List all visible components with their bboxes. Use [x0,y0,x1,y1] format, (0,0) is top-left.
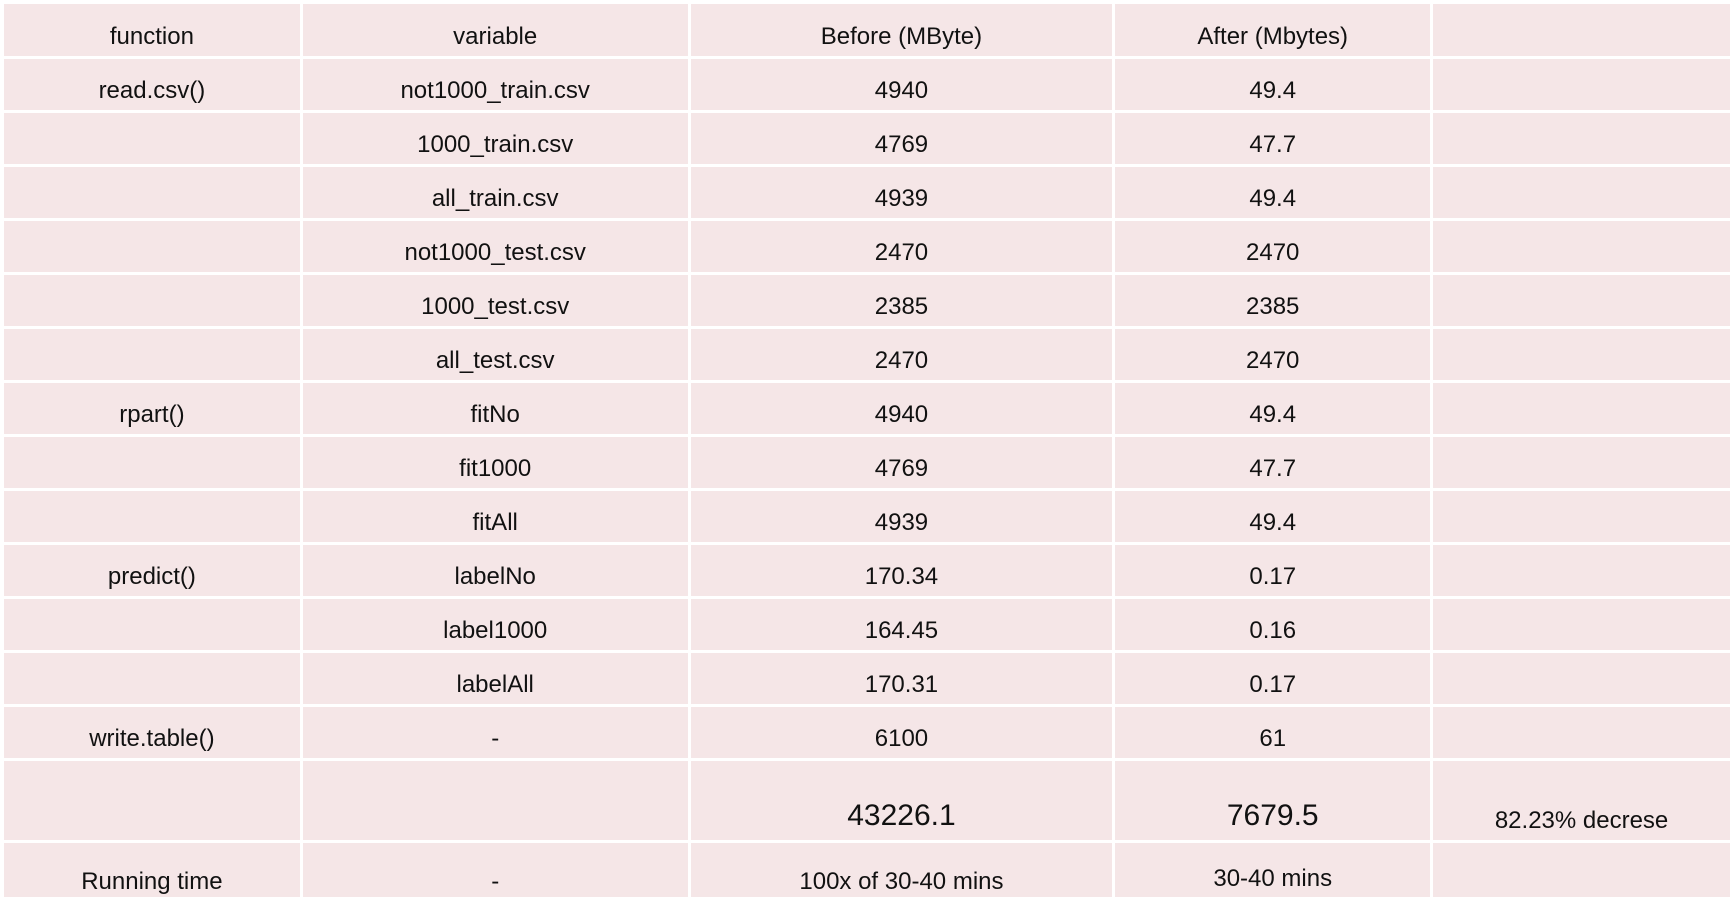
after-cell: 47.7 [1115,113,1431,164]
table-row: 1000_train.csv 4769 47.7 [4,113,1730,164]
before-cell: 170.31 [690,653,1113,704]
after-cell: 49.4 [1115,491,1431,542]
variable-cell: 1000_train.csv [302,113,688,164]
note-cell [1433,383,1730,434]
running-time-variable: - [302,843,688,897]
note-cell [1433,653,1730,704]
running-time-note [1433,843,1730,897]
variable-cell: - [302,707,688,758]
total-before-cell: 43226.1 [690,761,1113,840]
total-after-cell: 7679.5 [1115,761,1431,840]
function-cell [4,599,300,650]
function-cell [4,221,300,272]
variable-cell: fitAll [302,491,688,542]
after-cell: 2470 [1115,329,1431,380]
variable-cell: all_test.csv [302,329,688,380]
after-cell: 61 [1115,707,1431,758]
variable-cell: labelNo [302,545,688,596]
function-cell: rpart() [4,383,300,434]
variable-cell: 1000_test.csv [302,275,688,326]
function-cell [4,329,300,380]
table-row: 1000_test.csv 2385 2385 [4,275,1730,326]
function-cell [4,275,300,326]
function-cell: read.csv() [4,59,300,110]
note-cell [1433,491,1730,542]
table-row: rpart() fitNo 4940 49.4 [4,383,1730,434]
function-cell [4,167,300,218]
variable-cell: fit1000 [302,437,688,488]
table-row: predict() labelNo 170.34 0.17 [4,545,1730,596]
table-row: fit1000 4769 47.7 [4,437,1730,488]
variable-cell: fitNo [302,383,688,434]
function-cell [4,437,300,488]
table-row: fitAll 4939 49.4 [4,491,1730,542]
note-cell [1433,599,1730,650]
before-cell: 2470 [690,329,1113,380]
after-cell: 49.4 [1115,383,1431,434]
function-cell [4,653,300,704]
after-cell: 2470 [1115,221,1431,272]
before-cell: 2470 [690,221,1113,272]
before-cell: 164.45 [690,599,1113,650]
after-cell: 2385 [1115,275,1431,326]
table-row: all_train.csv 4939 49.4 [4,167,1730,218]
table-row: labelAll 170.31 0.17 [4,653,1730,704]
before-cell: 2385 [690,275,1113,326]
variable-cell: not1000_train.csv [302,59,688,110]
header-row: function variable Before (MByte) After (… [4,4,1730,56]
note-cell [1433,221,1730,272]
table-row: read.csv() not1000_train.csv 4940 49.4 [4,59,1730,110]
total-row: 43226.1 7679.5 82.23% decrese [4,761,1730,840]
table-row: not1000_test.csv 2470 2470 [4,221,1730,272]
after-cell: 47.7 [1115,437,1431,488]
header-after: After (Mbytes) [1115,4,1431,56]
decrease-percentage-cell: 82.23% decrese [1433,761,1730,840]
function-cell: predict() [4,545,300,596]
after-cell: 0.16 [1115,599,1431,650]
table-row: all_test.csv 2470 2470 [4,329,1730,380]
before-cell: 4940 [690,59,1113,110]
note-cell [1433,329,1730,380]
header-empty [1433,4,1730,56]
note-cell [1433,113,1730,164]
after-cell: 0.17 [1115,545,1431,596]
running-time-row: Running time - 100x of 30-40 mins 30-40 … [4,843,1730,897]
running-time-label: Running time [4,843,300,897]
variable-cell: all_train.csv [302,167,688,218]
before-cell: 4769 [690,113,1113,164]
note-cell [1433,275,1730,326]
running-time-before: 100x of 30-40 mins [690,843,1113,897]
after-cell: 49.4 [1115,59,1431,110]
variable-cell: labelAll [302,653,688,704]
header-variable: variable [302,4,688,56]
memory-usage-table-container: function variable Before (MByte) After (… [4,4,1730,897]
before-cell: 6100 [690,707,1113,758]
after-cell: 49.4 [1115,167,1431,218]
variable-cell: not1000_test.csv [302,221,688,272]
note-cell [1433,59,1730,110]
running-time-after: 30-40 mins [1115,843,1431,897]
before-cell: 4769 [690,437,1113,488]
before-cell: 4940 [690,383,1113,434]
total-variable-cell [302,761,688,840]
header-function: function [4,4,300,56]
function-cell [4,491,300,542]
header-before: Before (MByte) [690,4,1113,56]
before-cell: 4939 [690,167,1113,218]
note-cell [1433,707,1730,758]
variable-cell: label1000 [302,599,688,650]
table-row: label1000 164.45 0.16 [4,599,1730,650]
before-cell: 170.34 [690,545,1113,596]
note-cell [1433,167,1730,218]
after-cell: 0.17 [1115,653,1431,704]
note-cell [1433,437,1730,488]
total-label-cell [4,761,300,840]
function-cell: write.table() [4,707,300,758]
note-cell [1433,545,1730,596]
function-cell [4,113,300,164]
before-cell: 4939 [690,491,1113,542]
table-row: write.table() - 6100 61 [4,707,1730,758]
